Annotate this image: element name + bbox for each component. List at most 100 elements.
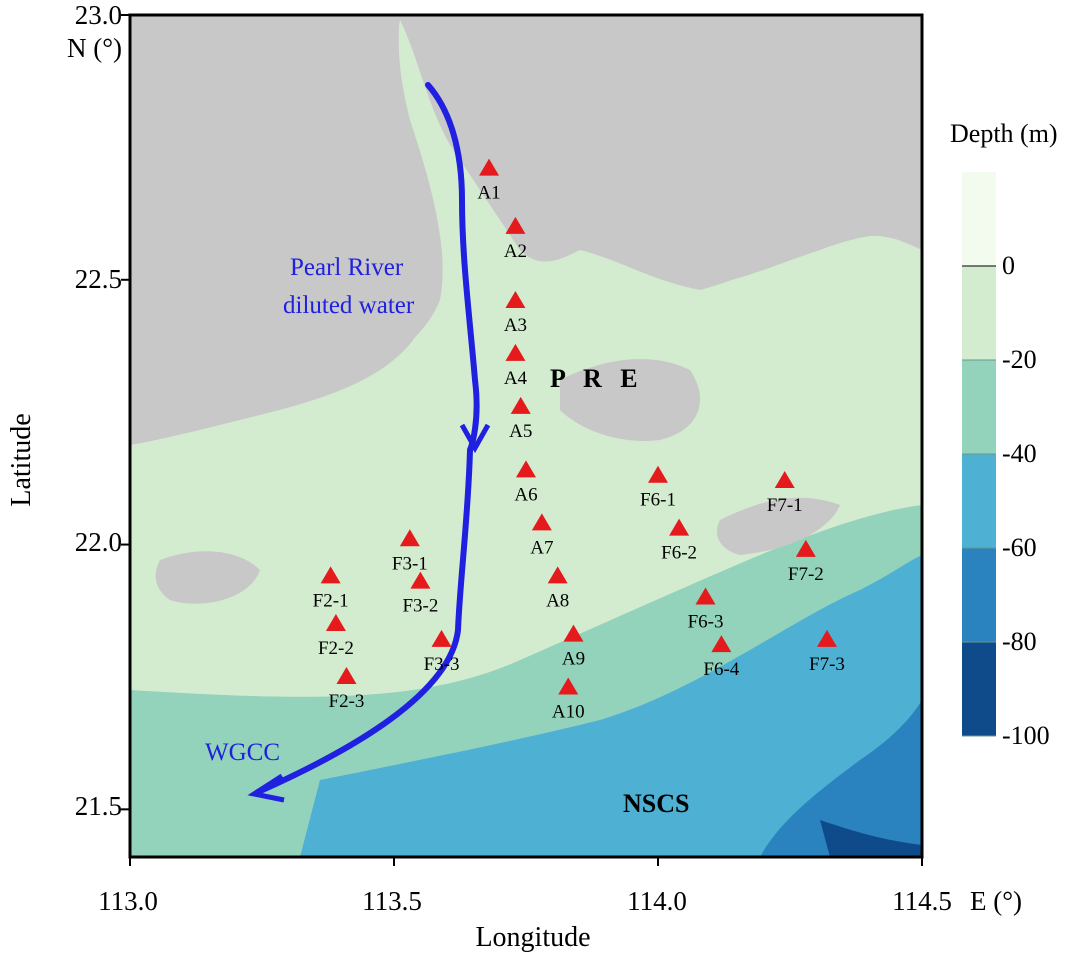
land-west [130, 15, 432, 445]
station-marker: F6-2 [661, 518, 697, 564]
station-label: F3-3 [424, 654, 460, 675]
station-triangle-icon [505, 216, 526, 234]
station-triangle-icon [547, 566, 568, 584]
station-triangle-icon [510, 396, 531, 414]
x-tick-label: 113.5 [362, 886, 422, 916]
x-tick-label: 114.0 [627, 886, 687, 916]
station-triangle-icon [399, 529, 420, 547]
colorbar: 0 -20 -40 -60 -80 -100 [962, 172, 1050, 750]
land-east [520, 15, 922, 286]
y-tick-label: 21.5 [75, 791, 122, 821]
lantau-island [560, 359, 700, 441]
station-label: A3 [504, 315, 527, 336]
colorbar-label: -60 [1002, 533, 1037, 562]
station-label: F3-1 [392, 553, 428, 574]
station-triangle-icon [695, 587, 716, 605]
colorbar-segment [962, 266, 996, 360]
pearl-river-flow-arrow [425, 82, 480, 453]
station-triangle-icon [795, 539, 816, 557]
station-layer: A1 A2 A3 A4 A5 A6 A7 A8 A9 A10 F2-1 F2-2 F2-3 F3-1 F3-… [313, 158, 845, 723]
pre-region-label: P R E [550, 364, 644, 393]
station-marker: A10 [552, 677, 585, 723]
station-marker: A1 [477, 158, 501, 204]
station-label: A7 [530, 537, 553, 558]
station-marker: A8 [546, 566, 569, 611]
station-marker: F6-1 [640, 465, 676, 511]
station-triangle-icon [479, 158, 500, 176]
east-islands [716, 497, 840, 555]
station-triangle-icon [563, 624, 584, 642]
station-triangle-icon [648, 465, 668, 483]
station-label: A1 [477, 183, 500, 204]
colorbar-label: -80 [1002, 627, 1037, 656]
depth-100-zone [820, 820, 922, 857]
pearl-river-flow-arrowhead [459, 423, 491, 454]
y-unit-label: N (°) [67, 33, 122, 63]
x-unit-label: E (°) [970, 886, 1022, 916]
station-marker: F6-4 [703, 635, 740, 680]
colorbar-segment [962, 642, 996, 736]
nscs-region-label: NSCS [623, 789, 689, 818]
station-triangle-icon [505, 343, 526, 361]
flow-label-line1: Pearl River [290, 254, 404, 281]
bathymetry-layer [130, 15, 922, 857]
colorbar-segment [962, 548, 996, 642]
axis-ticks [121, 14, 923, 866]
station-triangle-icon [531, 513, 552, 531]
colorbar-title: Depth (m) [950, 119, 1058, 148]
wgcc-label: WGCC [205, 739, 280, 766]
station-marker: F2-1 [313, 566, 349, 611]
station-label: F2-3 [329, 691, 365, 712]
station-label: A9 [562, 649, 585, 670]
station-marker: F6-3 [688, 587, 724, 633]
station-label: A2 [504, 241, 527, 262]
colorbar-segment [962, 454, 996, 548]
plot-frame [128, 13, 924, 859]
station-label: A8 [546, 590, 569, 611]
station-label: F7-2 [788, 564, 824, 585]
station-triangle-icon [558, 677, 579, 695]
station-triangle-icon [774, 471, 795, 489]
station-triangle-icon [410, 571, 431, 589]
station-label: A5 [509, 421, 532, 442]
colorbar-label: -100 [1002, 721, 1050, 750]
y-tick-label: 22.0 [75, 527, 122, 557]
colorbar-segment [962, 172, 996, 266]
station-triangle-icon [711, 635, 732, 653]
colorbar-label: -20 [1002, 345, 1037, 374]
station-label: F7-3 [809, 654, 845, 675]
station-marker: A2 [504, 216, 527, 262]
station-marker: A7 [530, 513, 553, 558]
colorbar-label: 0 [1002, 251, 1015, 280]
west-islands [155, 551, 260, 604]
station-label: A10 [552, 702, 585, 723]
station-label: F6-3 [688, 612, 724, 633]
station-label: F7-1 [767, 495, 803, 516]
station-marker: F7-2 [788, 539, 824, 585]
y-tick-label: 22.5 [75, 264, 122, 294]
station-label: A4 [504, 368, 528, 389]
wgcc-flow-arrowhead [247, 773, 285, 803]
y-tick-label: 23.0 [75, 0, 122, 30]
colorbar-label: -40 [1002, 439, 1037, 468]
station-triangle-icon [431, 629, 452, 647]
station-marker: F3-1 [392, 529, 428, 574]
station-label: F6-2 [661, 543, 697, 564]
station-triangle-icon [516, 460, 536, 478]
station-marker: F2-3 [329, 666, 365, 712]
station-label: F3-2 [402, 596, 438, 617]
station-triangle-icon [336, 666, 357, 684]
station-marker: F7-3 [809, 629, 845, 675]
x-tick-label: 113.0 [98, 886, 158, 916]
station-label: F2-2 [318, 638, 354, 659]
station-triangle-icon [669, 518, 690, 536]
station-marker: A6 [514, 460, 538, 505]
station-triangle-icon [320, 566, 341, 584]
station-label: F2-1 [313, 590, 349, 611]
station-label: F6-1 [640, 490, 676, 511]
station-marker: F3-2 [402, 571, 438, 617]
station-marker: F7-1 [767, 471, 803, 516]
station-marker: A4 [504, 343, 528, 389]
station-label: F6-4 [703, 659, 739, 680]
